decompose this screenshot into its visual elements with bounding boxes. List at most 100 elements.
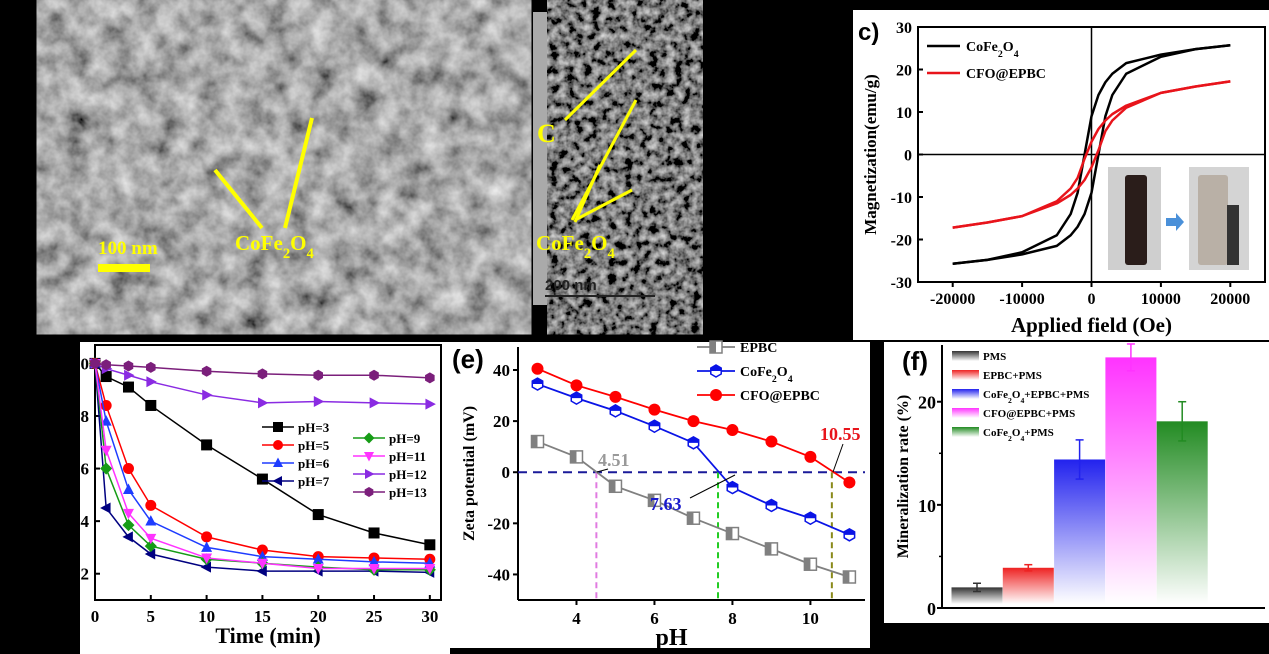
marker-fill [610, 404, 621, 411]
data-point-CFO@EPBC [843, 476, 856, 489]
marker-fill [531, 435, 538, 448]
marker-fill [710, 341, 716, 353]
data-point-pH=5 [201, 531, 213, 543]
data-point-pH=12 [313, 396, 325, 408]
tem-particles [560, 12, 690, 305]
pointer-line [570, 99, 638, 221]
scale-bar-label: 200 nm [545, 277, 597, 294]
y-tick-label: 0 [904, 148, 912, 165]
legend-label: CFO@EPBC+PMS [983, 408, 1075, 420]
y-tick-label: 20 [493, 412, 510, 431]
y-tick-label: 0 [927, 599, 936, 619]
legend-label: EPBC [740, 341, 777, 356]
bar-CFO@EPBC+PMS [1105, 357, 1157, 604]
marker-fill [688, 436, 699, 443]
legend-marker [273, 422, 283, 432]
data-point-pH=11 [145, 533, 157, 545]
data-point-pH=7 [122, 531, 133, 543]
x-axis-label: pH [655, 625, 687, 651]
legend-marker [273, 440, 283, 450]
data-point-pH=7 [200, 561, 212, 573]
panel-label: c) [858, 19, 879, 46]
data-point-pH=12 [124, 369, 135, 381]
vial-clear [1198, 175, 1228, 265]
data-point-CFO@EPBC [804, 450, 817, 463]
data-point-pH=13 [123, 360, 134, 372]
x-tick-label: 15 [254, 607, 271, 626]
data-point-CFO@EPBC [609, 390, 622, 403]
legend-label: pH=3 [298, 420, 330, 435]
annotation-arrow [689, 474, 736, 499]
data-point-pH=6 [368, 555, 380, 567]
data-point-pH=12 [202, 389, 213, 401]
bar-CoFe2O4+PMS [1156, 421, 1208, 604]
y-tick-label: 40 [493, 361, 510, 380]
arrow-right-icon [1166, 213, 1184, 231]
pointer-line [574, 188, 633, 222]
y-tick-label: 1.0 [68, 354, 89, 373]
x-axis-label: Applied field (Oe) [1011, 313, 1172, 337]
data-point-CFO@EPBC [726, 424, 739, 437]
x-tick-label: 10000 [1141, 291, 1181, 308]
data-point-pH=11 [201, 553, 213, 564]
y-tick-label: 0.6 [68, 460, 89, 479]
y-tick-label: 0 [502, 463, 511, 482]
marker-fill [727, 481, 738, 488]
marker-fill [765, 542, 772, 555]
data-point-pH=6 [312, 553, 324, 564]
marker-fill [687, 512, 694, 525]
magnet [1227, 205, 1239, 265]
legend-marker [272, 476, 282, 486]
pointer-line [573, 164, 602, 223]
marker-fill [843, 571, 850, 583]
data-point-pH=13 [146, 361, 156, 373]
marker-fill [805, 512, 816, 519]
x-tick-label: 0 [1088, 291, 1096, 308]
data-point-pH=9 [100, 462, 113, 475]
x-tick-label: -10000 [999, 291, 1044, 308]
marker-fill [609, 480, 616, 493]
data-point-pH=12 [425, 398, 436, 410]
legend-marker [363, 432, 375, 444]
pointer-line [283, 117, 314, 229]
data-point-CFO@EPBC [531, 362, 544, 375]
data-point-pH=3 [100, 371, 112, 383]
marker-fill [804, 558, 811, 571]
x-tick-label: 20 [310, 607, 327, 626]
pointer-line [563, 48, 638, 122]
data-point-CFO@EPBC [648, 403, 661, 416]
data-point-pH=6 [145, 515, 157, 526]
scale-bar [98, 264, 150, 272]
y-tick-label: -20 [891, 233, 912, 250]
y-tick-label: 0.8 [68, 407, 89, 426]
marker-fill [648, 494, 655, 507]
data-point-CFO@EPBC [687, 415, 700, 428]
pzc-label: 7.63 [650, 494, 682, 514]
data-point-pH=6 [256, 550, 268, 562]
pointer-line [213, 168, 264, 230]
legend-swatch [952, 408, 979, 418]
plot-frame [94, 344, 442, 601]
x-tick-label: 10 [802, 609, 819, 628]
legend-swatch [952, 427, 979, 437]
annotation-arrow [832, 443, 844, 473]
legend-label: pH=7 [298, 474, 330, 489]
legend-label: pH=11 [389, 449, 426, 464]
marker-fill [571, 392, 582, 399]
data-point-pH=12 [258, 397, 269, 409]
data-point-pH=3 [368, 527, 380, 539]
marker-fill [710, 365, 722, 371]
pzc-label: 4.51 [598, 450, 630, 470]
hysteresis-cofe2o4-ascending [952, 44, 1231, 265]
data-point-pH=7 [256, 565, 267, 577]
data-point-pH=6 [122, 483, 134, 494]
x-tick-label: 5 [147, 607, 156, 626]
data-point-pH=9 [122, 519, 135, 532]
legend-marker [710, 389, 722, 401]
data-point-pH=3 [424, 539, 436, 551]
data-point-pH=13 [201, 365, 212, 377]
y-axis-label: Mineralization rate (%) [895, 395, 912, 559]
hysteresis-cofe2o4-descending [952, 44, 1231, 265]
data-point-pH=11 [100, 445, 112, 457]
